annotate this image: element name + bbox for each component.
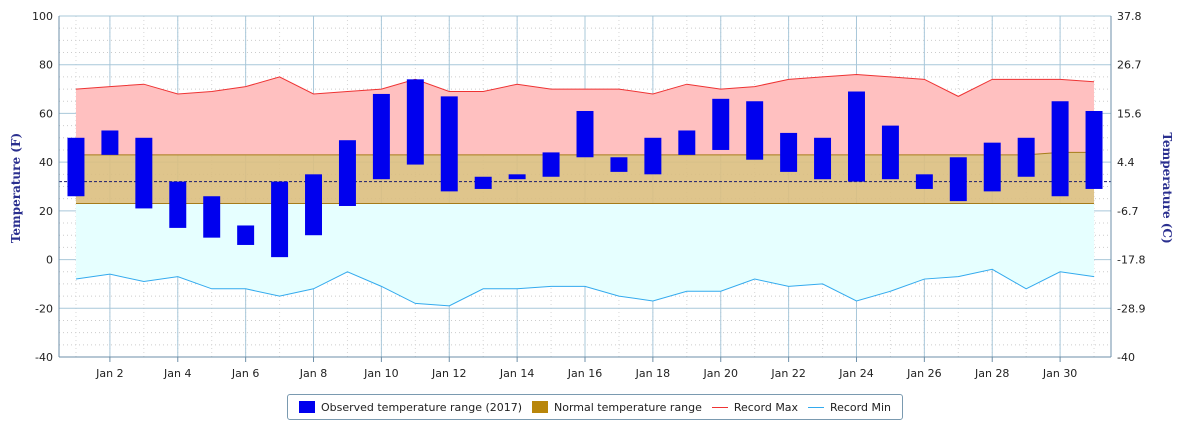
observed-bar	[406, 79, 424, 165]
legend-item-normal[interactable]: Normal temperature range	[531, 400, 702, 414]
x-tick-label: Jan 10	[363, 367, 398, 380]
y-left-tick-label: 80	[39, 59, 53, 72]
x-tick-label: Jan 12	[431, 367, 466, 380]
y-right-tick-label: 15.6	[1117, 107, 1142, 120]
legend-item-record-max[interactable]: Record Max	[711, 400, 799, 414]
observed-bar	[305, 174, 322, 236]
record-max-line	[75, 73, 1095, 97]
observed-bar	[678, 130, 696, 155]
x-tick-label: Jan 24	[838, 367, 873, 380]
legend-item-record-min[interactable]: Record Min	[807, 400, 891, 414]
x-tick-label: Jan 6	[231, 367, 259, 380]
observed-bar	[237, 225, 255, 245]
x-tick-label: Jan 18	[635, 367, 670, 380]
observed-bar	[203, 196, 221, 238]
observed-bar	[169, 181, 187, 228]
observed-bar	[135, 137, 153, 209]
observed-bar	[712, 98, 730, 150]
observed-bar	[338, 140, 356, 206]
legend-item-observed[interactable]: Observed temperature range (2017)	[298, 400, 523, 414]
observed-bars	[67, 79, 1103, 258]
observed-bar	[474, 176, 492, 189]
normal-swatch	[531, 401, 548, 413]
axes: 100 80 60 40 20 0 -20 -40 37.8 26.7 15.6 4.4 -6.7 -17…	[32, 10, 1145, 380]
y-right-tick-label: 26.7	[1117, 59, 1142, 72]
y-left-tick-label: 100	[32, 10, 53, 23]
observed-bar	[440, 96, 458, 192]
legend: Observed temperature range (2017) Normal…	[287, 394, 903, 420]
normal-range-area	[75, 152, 1095, 204]
y-left-tick-label: 40	[39, 156, 53, 169]
observed-bar	[576, 110, 594, 158]
observed-bar	[881, 125, 899, 180]
y-left-tick-label: -40	[35, 351, 53, 364]
observed-bar	[101, 130, 119, 155]
observed-bar	[780, 132, 798, 172]
y-left-tick-label: 20	[39, 205, 53, 218]
y-right-tick-label: 4.4	[1117, 156, 1135, 169]
observed-bar	[915, 174, 933, 189]
observed-bar	[644, 137, 662, 175]
observed-bar	[949, 157, 967, 202]
x-tick-label: Jan 30	[1042, 367, 1077, 380]
legend-label-observed: Observed temperature range (2017)	[320, 400, 523, 414]
x-tick-label: Jan 8	[299, 367, 327, 380]
y-left-tick-label: -20	[35, 302, 53, 315]
observed-bar	[983, 142, 1001, 192]
y-right-tick-label: -6.7	[1117, 205, 1138, 218]
x-tick-label: Jan 2	[95, 367, 123, 380]
x-tick-label: Jan 26	[906, 367, 941, 380]
y-right-tick-label: 37.8	[1117, 10, 1142, 23]
y-right-tick-label: -17.8	[1117, 254, 1145, 267]
record-min-line	[75, 268, 1095, 307]
observed-bar	[1085, 110, 1103, 189]
observed-bar	[508, 174, 526, 180]
record-max-swatch	[711, 406, 728, 408]
legend-label-record-min: Record Min	[829, 400, 891, 414]
observed-bar	[746, 101, 764, 160]
y-left-tick-label: 60	[39, 107, 53, 120]
observed-bar	[848, 91, 865, 182]
record-min-swatch	[807, 406, 824, 408]
x-tick-label: Jan 28	[974, 367, 1009, 380]
y-left-title: Temperature (F)	[9, 133, 23, 243]
legend-label-record-max: Record Max	[733, 400, 799, 414]
legend-label-normal: Normal temperature range	[553, 400, 702, 414]
observed-bar	[814, 137, 832, 180]
observed-bar	[542, 152, 560, 177]
x-tick-label: Jan 20	[703, 367, 738, 380]
x-tick-label: Jan 16	[567, 367, 602, 380]
observed-swatch	[298, 401, 315, 413]
observed-bar	[372, 93, 390, 180]
observed-bar	[610, 157, 628, 172]
y-left-tick-label: 0	[46, 254, 53, 267]
y-right-tick-label: -40	[1117, 351, 1135, 364]
observed-bar	[67, 137, 85, 197]
observed-bar	[271, 181, 289, 258]
observed-bar	[1051, 101, 1069, 197]
observed-bar	[1017, 137, 1035, 177]
x-tick-label: Jan 14	[499, 367, 534, 380]
x-tick-label: Jan 4	[163, 367, 191, 380]
y-right-tick-label: -28.9	[1117, 302, 1145, 315]
x-tick-label: Jan 22	[770, 367, 805, 380]
y-right-title: Temperature (C)	[1160, 132, 1174, 243]
